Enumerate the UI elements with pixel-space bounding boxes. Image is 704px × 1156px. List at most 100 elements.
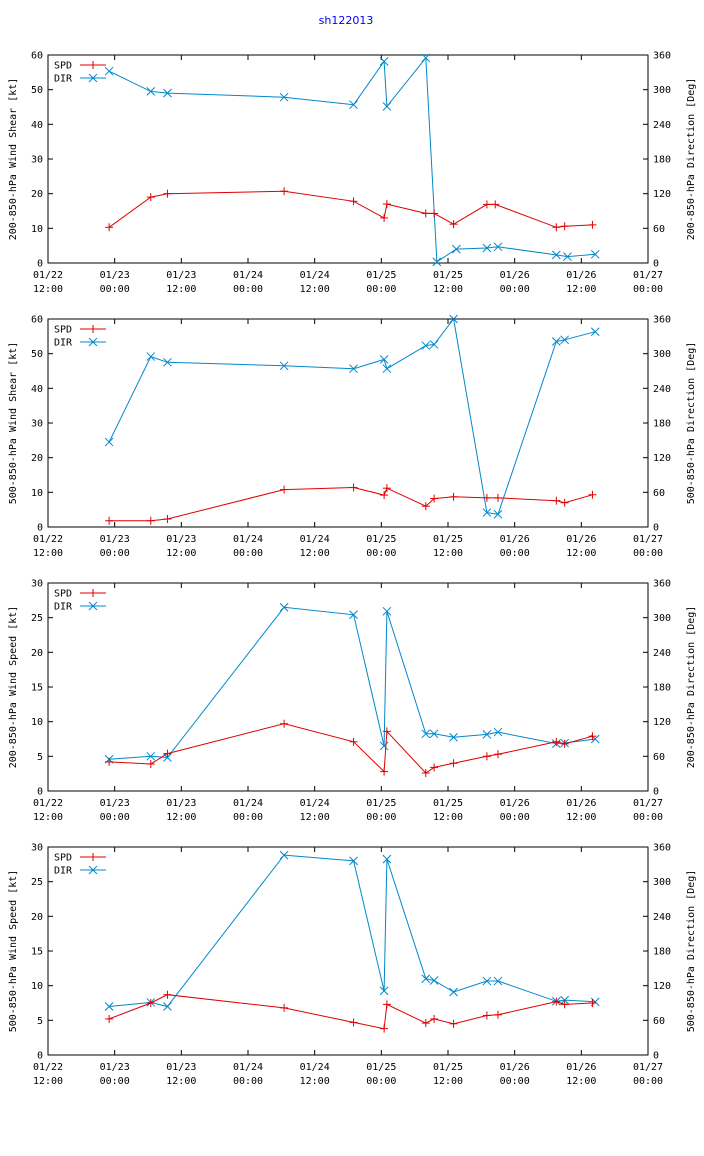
x-tick-label-date: 01/27 — [633, 534, 663, 545]
spd-point — [449, 492, 458, 501]
spd-point — [482, 200, 491, 209]
spd-series — [105, 187, 597, 232]
spd-point — [163, 189, 172, 198]
x-tick-label-time: 12:00 — [33, 1076, 63, 1087]
spd-point — [449, 1019, 458, 1028]
y2-tick-label: 240 — [653, 384, 671, 395]
x-tick-label-date: 01/23 — [166, 1062, 196, 1073]
dir-marker-b — [432, 257, 442, 267]
dir-marker-b — [349, 364, 358, 374]
dir-point — [449, 314, 458, 324]
spd-point — [280, 1003, 289, 1012]
x-tick-label-time: 12:00 — [166, 548, 196, 559]
x-tick-label-time: 00:00 — [100, 812, 130, 823]
dir-point — [163, 357, 172, 367]
y-tick-label: 5 — [37, 752, 43, 763]
spd-point — [449, 220, 458, 229]
dir-line — [109, 606, 596, 760]
spd-line — [109, 486, 593, 522]
x-tick-label-date: 01/24 — [300, 798, 330, 809]
dir-point — [104, 66, 114, 76]
y-tick-label: 15 — [31, 683, 43, 694]
legend-marker-dir-b — [88, 73, 98, 83]
x-tick-label-time: 12:00 — [300, 284, 330, 295]
x-tick-label-time: 00:00 — [100, 284, 130, 295]
legend-marker-dir-b — [88, 601, 98, 611]
dir-point — [104, 1002, 114, 1011]
y2-tick-label: 300 — [653, 613, 671, 624]
y-tick-label: 50 — [31, 349, 43, 360]
y-axis-label: 500-850-hPa Wind Shear [kt] — [8, 342, 19, 505]
y-tick-label: 60 — [31, 51, 43, 62]
spd-point — [588, 999, 597, 1007]
x-tick-label-time: 00:00 — [500, 1076, 530, 1087]
dir-point — [482, 508, 492, 517]
x-tick-label-date: 01/23 — [100, 534, 130, 545]
dir-series — [104, 602, 600, 764]
spd-point — [494, 750, 502, 759]
y2-axis-label: 200-850-hPa Direction [Deg] — [686, 606, 697, 769]
dir-point — [429, 729, 439, 739]
dir-point — [563, 252, 572, 261]
x-tick-label-date: 01/24 — [233, 1062, 263, 1073]
x-tick-label-time: 00:00 — [100, 1076, 130, 1087]
x-tick-label-time: 00:00 — [633, 548, 663, 559]
dir-marker-b — [349, 610, 358, 620]
spd-point — [382, 727, 391, 736]
panel-1: 0 10 20 30 40 50 60 0 60 120 180 240 300 360 01/22 12:0… — [8, 51, 697, 296]
dir-point — [163, 1002, 172, 1011]
legend: SPD DIR — [54, 61, 106, 85]
x-tick-label-time: 12:00 — [566, 548, 596, 559]
x-tick-label-time: 12:00 — [33, 284, 63, 295]
spd-point — [105, 757, 114, 766]
dir-point — [349, 364, 358, 374]
spd-point — [491, 200, 500, 209]
plot-frame — [47, 846, 649, 1056]
x-tick-label-time: 00:00 — [233, 1076, 263, 1087]
y-tick-label: 30 — [31, 843, 43, 854]
spd-point — [349, 197, 358, 206]
dir-marker-b — [482, 976, 492, 986]
dir-marker-b — [279, 92, 289, 102]
dir-point — [104, 437, 114, 447]
dir-point — [382, 606, 392, 616]
y-tick-label: 20 — [31, 453, 43, 464]
dir-marker-b — [449, 987, 458, 997]
x-tick-label-date: 01/24 — [300, 1062, 330, 1073]
y2-tick-label: 120 — [653, 189, 671, 200]
dir-point — [551, 337, 561, 346]
legend-marker-dir-b — [88, 865, 98, 875]
y2-tick-label: 0 — [653, 787, 659, 798]
dir-line — [109, 854, 596, 1008]
x-tick-label-date: 01/24 — [233, 534, 263, 545]
y-tick-label: 40 — [31, 120, 43, 131]
dir-marker-b — [493, 509, 503, 519]
spd-point — [430, 494, 439, 503]
dir-marker-b — [493, 242, 503, 252]
dir-marker-b — [279, 361, 289, 371]
spd-point — [349, 483, 358, 492]
legend-marker-dir-b — [88, 337, 98, 347]
dir-point — [560, 335, 570, 345]
legend-label-spd: SPD — [54, 61, 72, 72]
x-tick-label-time: 00:00 — [100, 548, 130, 559]
spd-point — [146, 516, 155, 525]
dir-marker-b — [382, 854, 392, 864]
legend-label-dir: DIR — [54, 602, 73, 613]
x-tick-label-time: 12:00 — [166, 1076, 196, 1087]
x-tick-label-time: 12:00 — [433, 548, 463, 559]
x-tick-label-time: 00:00 — [233, 548, 263, 559]
spd-point — [560, 222, 569, 231]
dir-marker-b — [482, 243, 492, 253]
dir-marker-b — [104, 1002, 114, 1011]
spd-point — [349, 737, 358, 746]
spd-point — [588, 732, 597, 741]
spd-point — [482, 752, 491, 761]
dir-point — [421, 729, 431, 739]
y2-tick-label: 0 — [653, 1051, 659, 1062]
y2-tick-label: 240 — [653, 912, 671, 923]
dir-point — [429, 976, 439, 985]
y-tick-label: 20 — [31, 648, 43, 659]
x-tick-label-time: 12:00 — [300, 548, 330, 559]
dir-marker-b — [493, 976, 503, 986]
